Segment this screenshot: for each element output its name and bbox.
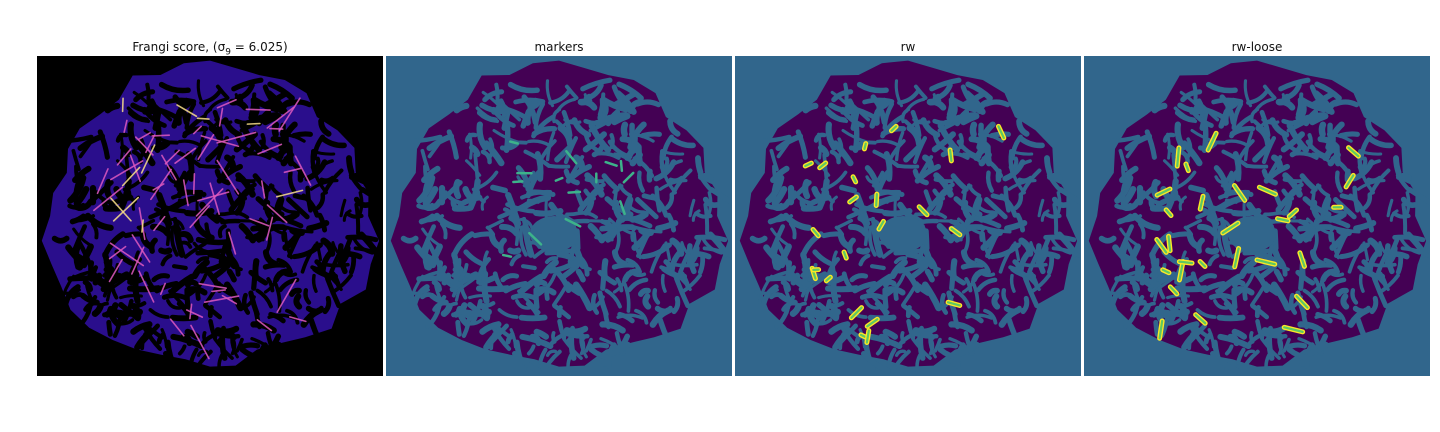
frangi-score-image <box>37 56 383 376</box>
vessel-network <box>400 77 732 376</box>
markers-image <box>386 56 732 376</box>
rw-image <box>735 56 1081 376</box>
panel-frangi: Frangi score, (σ9 = 6.025) <box>37 38 383 376</box>
panel-title-frangi: Frangi score, (σ9 = 6.025) <box>132 40 288 58</box>
vessel-network <box>51 77 383 376</box>
marker-seeds <box>501 140 635 258</box>
panel-rw-loose: rw-loose <box>1084 38 1430 376</box>
rw-detections <box>1154 130 1361 341</box>
vessel-network <box>1098 77 1430 376</box>
panel-rw: rw <box>735 38 1081 376</box>
panel-title-rw-loose: rw-loose <box>1231 40 1283 54</box>
ridge-highlights <box>93 97 312 360</box>
rw-detections <box>802 123 1007 345</box>
panel-markers: markers <box>386 38 732 376</box>
rw-loose-image <box>1084 56 1430 376</box>
panel-title-rw: rw <box>900 40 916 54</box>
panel-title-markers: markers <box>534 40 584 54</box>
vessel-network <box>749 77 1081 376</box>
